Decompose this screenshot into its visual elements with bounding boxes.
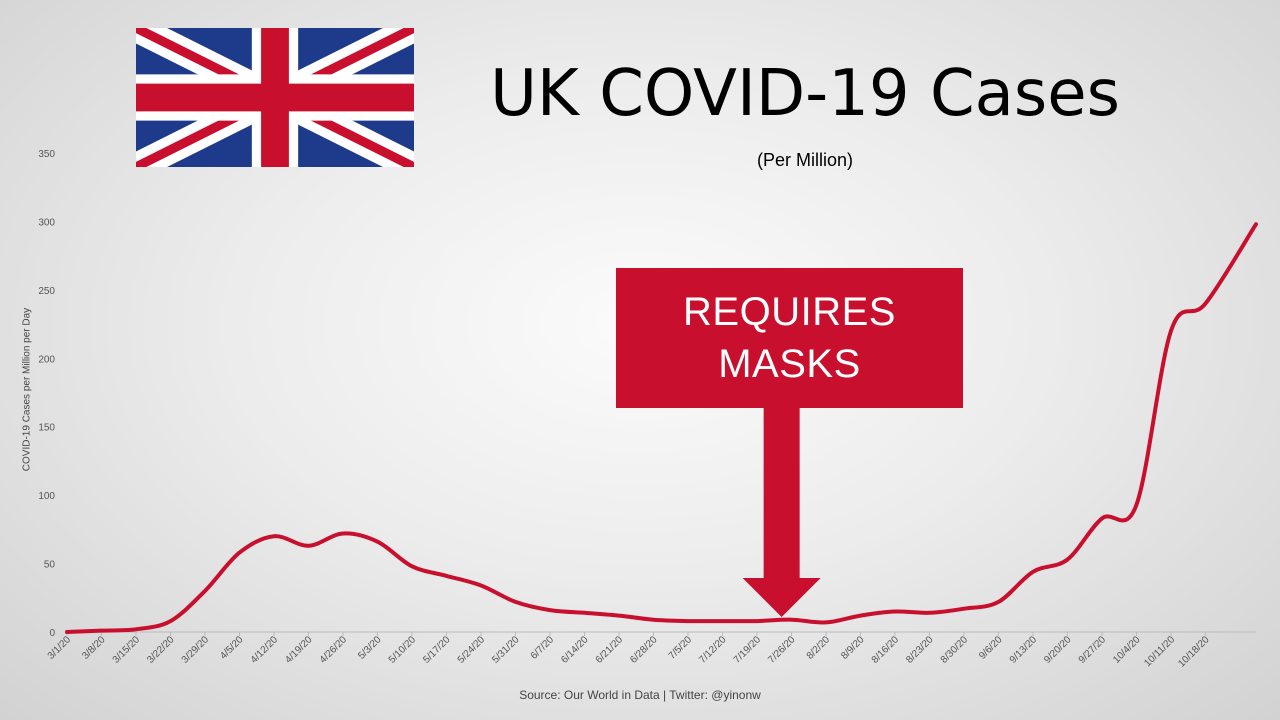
y-tick-label: 150 [38,423,55,434]
x-tick-label: 3/15/20 [111,634,143,666]
x-tick-label: 8/9/20 [839,634,867,662]
annotation-line-1: REQUIRES [683,290,896,334]
x-tick-label: 6/7/20 [529,634,557,662]
union-jack-flag-icon [136,28,414,167]
series-line [65,222,1258,634]
x-tick-label: 7/26/20 [766,634,798,666]
series-group [65,222,1258,634]
x-tick-label: 4/19/20 [283,634,315,666]
x-tick-label: 7/5/20 [667,634,695,662]
x-tick-label: 10/4/20 [1111,634,1143,666]
x-tick-label: 4/26/20 [318,634,350,666]
x-axis-ticks: 3/1/20 3/8/20 3/15/20 3/22/20 3/29/20 4/5/20 4… [46,632,1212,670]
x-tick-label: 6/28/20 [628,634,660,666]
x-tick-label: 8/23/20 [904,634,936,666]
chart-title: UK COVID-19 Cases [490,57,1120,131]
x-tick-label: 10/11/20 [1142,634,1177,669]
arrow-shaft [763,407,800,579]
y-tick-label: 300 [38,217,55,228]
x-tick-label: 6/14/20 [559,634,591,666]
y-tick-label: 0 [49,628,55,639]
x-tick-label: 8/16/20 [870,634,902,666]
x-tick-label: 9/20/20 [1042,634,1074,666]
x-tick-label: 7/12/20 [697,634,729,666]
y-tick-label: 250 [38,286,55,297]
x-tick-label: 9/6/20 [977,634,1005,662]
y-tick-label: 350 [38,149,55,160]
x-tick-label: 5/3/20 [356,634,384,662]
x-tick-label: 4/5/20 [218,634,246,662]
y-tick-label: 100 [38,491,55,502]
x-tick-label: 8/30/20 [939,634,971,666]
x-tick-label: 5/31/20 [490,634,522,666]
y-tick-label: 200 [38,354,55,365]
x-tick-label: 9/27/20 [1077,634,1109,666]
x-tick-label: 4/12/20 [249,634,281,666]
x-tick-label: 7/19/20 [732,634,764,666]
y-axis-ticks: 0 50 100 150 200 250 300 350 [38,149,55,639]
arrow-head [742,578,821,617]
x-tick-label: 5/17/20 [421,634,453,666]
source-caption: Source: Our World in Data | Twitter: @yi… [519,688,761,702]
x-tick-label: 9/13/20 [1008,634,1040,666]
x-tick-label: 3/8/20 [80,634,108,662]
x-tick-label: 3/29/20 [180,634,212,666]
y-axis-label: COVID-19 Cases per Million per Day [21,307,33,472]
requires-masks-annotation: REQUIRES MASKS [616,268,963,408]
annotation-arrow [742,407,821,617]
x-tick-label: 3/22/20 [145,634,177,666]
x-tick-label: 8/2/20 [805,634,833,662]
y-tick-label: 50 [44,560,56,571]
x-tick-label: 5/24/20 [456,634,488,666]
x-tick-label: 10/18/20 [1176,634,1212,670]
x-tick-label: 6/21/20 [594,634,626,666]
x-tick-label: 5/10/20 [387,634,419,666]
chart-subtitle: (Per Million) [756,150,853,170]
annotation-line-2: MASKS [718,342,861,386]
